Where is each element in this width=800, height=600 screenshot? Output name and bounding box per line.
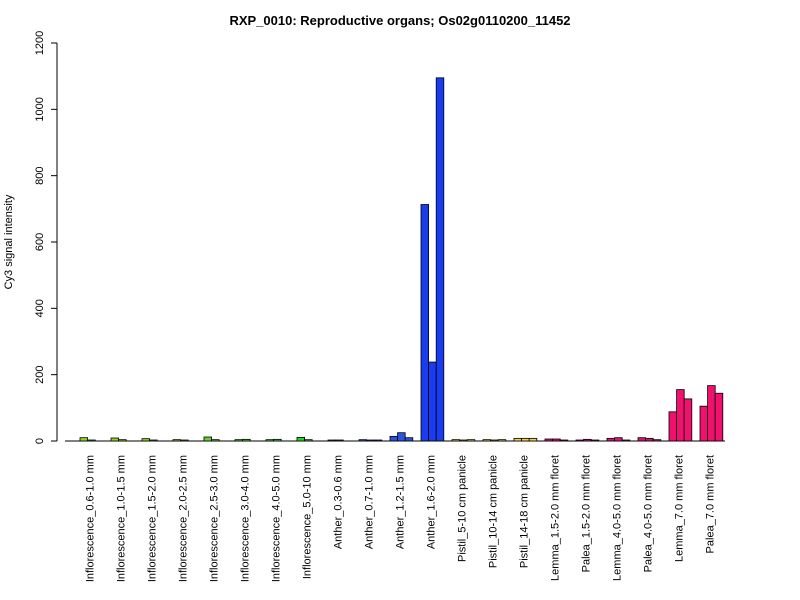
bar <box>118 439 127 442</box>
x-tick-label: Anther_1.2-1.5 mm <box>394 455 406 549</box>
x-tick-label: Anther_0.3-0.6 mm <box>332 455 344 549</box>
bar <box>397 432 406 442</box>
x-tick-label: Inflorescence_1.0-1.5 mm <box>115 455 127 582</box>
bar <box>203 436 212 442</box>
bar <box>668 411 677 442</box>
x-tick-label: Palea_4.0-5.0 mm floret <box>642 455 654 572</box>
bar <box>172 439 181 442</box>
bar-series <box>79 77 724 442</box>
bar <box>521 437 530 442</box>
bar <box>637 437 646 442</box>
bar <box>590 439 600 442</box>
bar <box>420 204 429 442</box>
bar <box>180 439 189 442</box>
bar <box>273 438 282 442</box>
bar <box>559 439 569 442</box>
bar <box>614 437 623 442</box>
bar <box>149 439 158 442</box>
bar <box>459 439 468 442</box>
bar <box>466 439 476 442</box>
bar <box>606 437 615 442</box>
x-tick-label: Lemma_1.5-2.0 mm floret <box>549 455 561 581</box>
bar <box>304 439 313 442</box>
x-tick-label: Pistil_10-14 cm panicle <box>487 455 499 568</box>
bar <box>335 439 344 442</box>
x-tick-label: Inflorescence_2.0-2.5 mm <box>177 455 189 582</box>
bar <box>575 439 584 442</box>
x-tick-labels: Inflorescence_0.6-1.0 mm Inflorescence_1.… <box>84 455 716 582</box>
bar <box>373 439 383 442</box>
bar <box>707 385 716 442</box>
x-tick-label: Inflorescence_4.0-5.0 mm <box>270 455 282 582</box>
bar <box>87 439 96 442</box>
bar <box>645 437 654 442</box>
x-tick-label: Inflorescence_2.5-3.0 mm <box>208 455 220 582</box>
x-tick-label: Inflorescence_1.5-2.0 mm <box>146 455 158 582</box>
y-tick-label: 400 <box>34 299 46 317</box>
bar <box>389 435 398 442</box>
bar <box>714 392 724 442</box>
bar <box>583 438 592 442</box>
bar <box>544 438 553 442</box>
x-tick-label: Lemma_4.0-5.0 mm floret <box>611 455 623 581</box>
x-tick-label: Palea_7.0 mm floret <box>704 455 716 553</box>
bar <box>513 437 522 442</box>
bar <box>404 437 414 442</box>
bar <box>482 439 491 442</box>
x-tick-label: Pistil_5-10 cm panicle <box>456 455 468 562</box>
x-tick-label: Lemma_7.0 mm floret <box>673 455 685 562</box>
bar <box>451 439 460 442</box>
bar <box>265 439 274 442</box>
bar <box>327 439 336 442</box>
bar <box>435 77 445 442</box>
bar <box>621 439 631 442</box>
y-tick-label: 600 <box>34 233 46 251</box>
bar <box>552 438 561 442</box>
bar <box>528 437 538 442</box>
bar <box>683 398 693 442</box>
y-tick-label: 200 <box>34 365 46 383</box>
x-tick-label: Inflorescence_3.0-4.0 mm <box>239 455 251 582</box>
x-tick-label: Palea_1.5-2.0 mm floret <box>580 455 592 572</box>
bar <box>211 439 220 442</box>
bar <box>242 438 251 442</box>
y-tick-label: 800 <box>34 166 46 184</box>
bar <box>497 439 507 442</box>
x-tick-label: Pistil_14-18 cm panicle <box>518 455 530 568</box>
bar <box>490 439 499 442</box>
bar <box>366 439 375 442</box>
y-tick-label: 0 <box>34 438 46 444</box>
y-axis-label: Cy3 signal intensity <box>3 194 15 289</box>
y-tick-label: 1000 <box>34 97 46 121</box>
bar <box>699 405 708 442</box>
x-tick-label: Inflorescence_5.0-10 mm <box>301 455 313 579</box>
x-tick-label: Inflorescence_0.6-1.0 mm <box>84 455 96 582</box>
bar <box>358 439 367 442</box>
bar <box>79 437 88 442</box>
chart-title: RXP_0010: Reproductive organs; Os02g0110… <box>229 13 570 28</box>
bar <box>428 361 437 442</box>
x-tick-label: Anther_1.6-2.0 mm <box>425 455 437 549</box>
bar <box>652 439 662 442</box>
x-tick-label: Anther_0.7-1.0 mm <box>363 455 375 549</box>
bar <box>296 436 305 442</box>
bar <box>676 389 685 442</box>
bar <box>234 439 243 442</box>
bar <box>110 437 119 442</box>
y-axis: 0 200 400 600 800 1000 1200 <box>34 31 58 444</box>
y-tick-label: 1200 <box>34 31 46 55</box>
bar <box>141 438 150 442</box>
